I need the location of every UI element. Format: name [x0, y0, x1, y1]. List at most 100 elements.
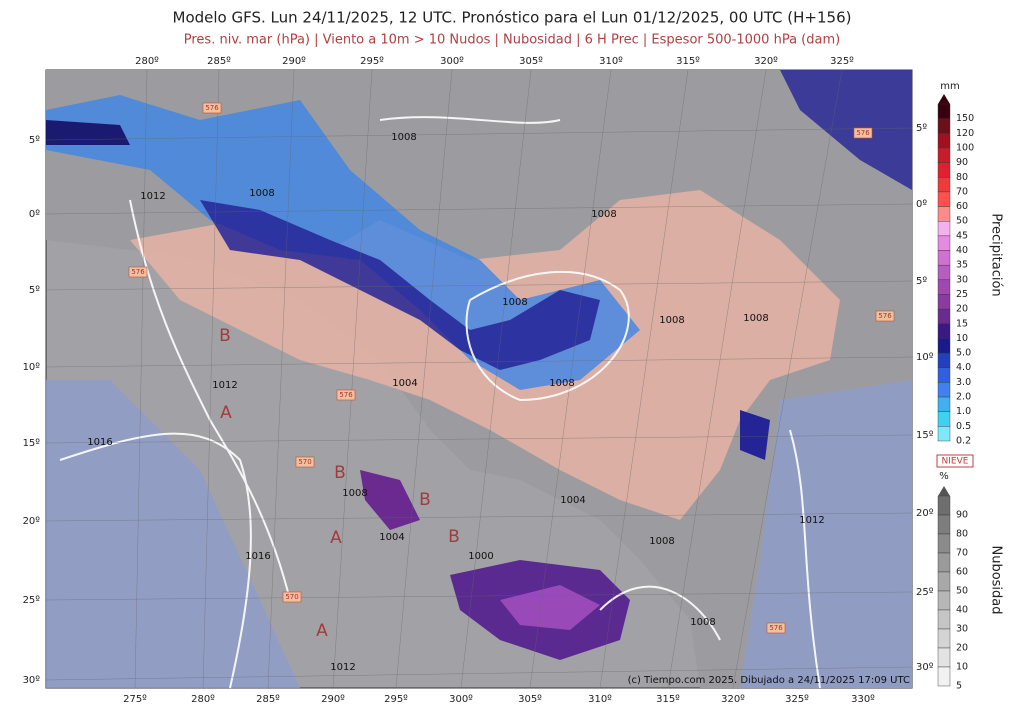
subtitle: Pres. niv. mar (hPa) | Viento a 10m > 10… [184, 33, 840, 48]
pressure-center: B [448, 527, 460, 547]
cloud-unit: % [939, 471, 949, 482]
cloud-swatch [937, 533, 951, 554]
lon-label-bottom: 280º [191, 694, 215, 705]
lon-label-top: 280º [135, 56, 159, 67]
pressure-center: B [419, 490, 431, 510]
precip-swatch [937, 103, 951, 119]
thickness-box [202, 102, 222, 114]
precip-level: 25 [956, 289, 968, 300]
precip-swatch [937, 411, 951, 427]
pressure-center: B [334, 463, 346, 483]
thickness-box [766, 622, 786, 634]
cloud-level: 40 [956, 605, 968, 616]
precip-swatch [937, 133, 951, 149]
precip-level: 30 [956, 274, 968, 285]
isobar-label: 1004 [379, 532, 404, 543]
isobar-label: 1008 [549, 378, 574, 389]
lon-label-bottom: 285º [256, 694, 280, 705]
precip-swatch [937, 250, 951, 266]
lat-label-right: 15º [916, 430, 934, 441]
precip-level: 1.0 [956, 406, 971, 417]
lat-label-right: 20º [916, 508, 934, 519]
lon-label-bottom: 310º [588, 694, 612, 705]
isobar-label: 1004 [392, 378, 417, 389]
pressure-center: A [316, 621, 328, 641]
lon-label-bottom: 300º [449, 694, 473, 705]
lat-label-left: 25º [23, 595, 41, 606]
lat-label-left: 15º [23, 438, 41, 449]
thickness-label: 576 [878, 312, 892, 320]
precip-swatch [937, 279, 951, 295]
thickness-label: 570 [285, 593, 298, 601]
lon-label-bottom: 315º [656, 694, 680, 705]
precip-swatch [937, 338, 951, 354]
precip-swatch [937, 162, 951, 178]
precip-level: 40 [956, 245, 968, 256]
cloud-swatch [937, 552, 951, 573]
lon-label-top: 325º [830, 56, 854, 67]
cloud-level: 20 [956, 643, 968, 654]
lon-label-top: 305º [519, 56, 543, 67]
cloud-swatch [937, 514, 951, 535]
precip-swatch [937, 426, 951, 442]
legend: mm Precipitación NIEVE % Nubosidad 150 12… [936, 81, 1004, 692]
pressure-center: A [330, 528, 342, 548]
lon-label-bottom: 305º [518, 694, 542, 705]
lon-label-top: 310º [599, 56, 623, 67]
precip-swatch [937, 191, 951, 207]
lat-label-left: 10º [23, 362, 41, 373]
thickness-box [853, 127, 873, 139]
lon-label-top: 295º [360, 56, 384, 67]
lat-label-right: 5º [916, 123, 927, 134]
cloud-swatch [937, 647, 951, 668]
lon-label-bottom: 275º [123, 694, 147, 705]
precip-level: 60 [956, 201, 968, 212]
pressure-center: B [219, 326, 231, 346]
precip-swatch [937, 147, 951, 163]
cloud-level: 50 [956, 586, 968, 597]
isobar-label: 1008 [659, 315, 684, 326]
isobar-label: 1008 [249, 188, 274, 199]
thickness-label: 576 [205, 104, 219, 112]
precip-swatch [937, 235, 951, 251]
lon-label-bottom: 330º [851, 694, 875, 705]
precip-level: 4.0 [956, 362, 971, 373]
isobar-label: 1008 [591, 209, 616, 220]
lon-label-top: 315º [676, 56, 700, 67]
cloud-level: 80 [956, 529, 968, 540]
precip-level: 50 [956, 216, 968, 227]
isobar-label: 1012 [330, 662, 355, 673]
cloud-swatch [937, 495, 951, 516]
lat-label-left: 5º [29, 135, 40, 146]
thickness-label: 576 [131, 268, 145, 276]
precip-level: 10 [956, 333, 968, 344]
isobar-label: 1008 [743, 313, 768, 324]
lon-label-top: 320º [754, 56, 778, 67]
precip-level: 45 [956, 230, 968, 241]
precip-swatch [937, 177, 951, 193]
lat-label-right: 5º [916, 276, 927, 287]
precip-swatch [937, 221, 951, 237]
isobar-label: 1012 [212, 380, 237, 391]
precip-swatch [937, 367, 951, 383]
isobar-label: 1008 [690, 617, 715, 628]
precip-level: 90 [956, 157, 968, 168]
lat-label-right: 10º [916, 352, 934, 363]
thickness-box [282, 591, 302, 603]
cloud-swatch [937, 666, 951, 687]
lat-label-left: 0º [29, 209, 40, 220]
precip-swatch [937, 264, 951, 281]
precip-swatch [937, 352, 951, 368]
isobar-label: 1012 [140, 191, 165, 202]
cloud-swatch [937, 609, 951, 630]
cloud-swatch [937, 571, 951, 592]
precip-level: 3.0 [956, 377, 971, 388]
pressure-center: A [220, 403, 232, 423]
cloud-title: Nubosidad [989, 545, 1004, 614]
thickness-label: 570 [298, 458, 311, 466]
lon-label-bottom: 290º [321, 694, 345, 705]
cloud-level: 70 [956, 548, 968, 559]
lat-label-left: 20º [23, 516, 41, 527]
thickness-box [128, 266, 148, 278]
